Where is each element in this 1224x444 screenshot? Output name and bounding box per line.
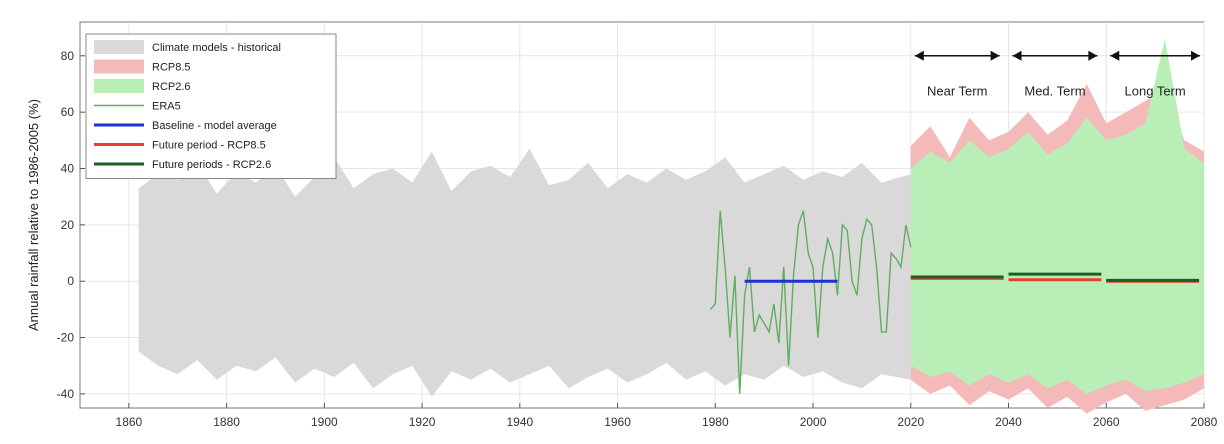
legend-label: RCP2.6: [152, 81, 191, 93]
period-annotations: Near Term Med. Term Long Term: [914, 50, 1200, 98]
rcp26-band: [910, 38, 1204, 394]
x-tick-label: 1920: [409, 415, 436, 429]
y-axis-label: Annual rainfall relative to 1986-2005 (%…: [26, 99, 41, 331]
legend-label: Future period - RCP8.5: [152, 140, 266, 152]
legend: Climate models - historical RCP8.5 RCP2.6 E…: [85, 33, 337, 179]
legend-swatch: [94, 79, 144, 93]
historical-band: [138, 148, 911, 397]
y-tick-label: 40: [61, 162, 75, 176]
period-arrow-head-left: [1110, 50, 1120, 61]
x-tick-label: 2040: [995, 415, 1022, 429]
y-tick-label: -20: [57, 331, 75, 345]
bands: [138, 38, 1204, 414]
x-tick-label: 1880: [213, 415, 240, 429]
x-tick-label: 1860: [116, 415, 143, 429]
series-lines: [709, 210, 1200, 394]
period-arrow-head-right: [1088, 50, 1098, 61]
legend-label: Future periods - RCP2.6: [152, 159, 271, 171]
era5-line: [709, 210, 912, 394]
x-tick-label: 1960: [604, 415, 631, 429]
period-arrow-head-right: [990, 50, 1000, 61]
x-tick-label: 2000: [800, 415, 827, 429]
legend-swatch: [94, 59, 144, 74]
x-tick-label: 2020: [897, 415, 924, 429]
y-tick-label: -40: [57, 387, 75, 401]
legend-label: Climate models - historical: [152, 42, 281, 54]
legend-label: Baseline - model average: [152, 120, 277, 132]
period-label: Med. Term: [1024, 83, 1085, 98]
period-arrow-head-left: [914, 50, 924, 61]
y-tick-label: 60: [61, 105, 75, 119]
y-tick-label: 20: [61, 218, 75, 232]
period-arrow-head-right: [1191, 50, 1200, 61]
y-axis: -40 -20 0 20 40 60 80: [57, 49, 85, 401]
x-axis: 1860 1880 1900 1920 1940 1960 1980 2000 2020 2040…: [116, 403, 1218, 429]
period-label: Near Term: [927, 83, 987, 98]
legend-swatch: [94, 40, 144, 54]
legend-label: RCP8.5: [152, 62, 191, 74]
period-arrow-head-left: [1012, 50, 1022, 61]
x-tick-label: 2060: [1093, 415, 1120, 429]
period-label: Long Term: [1125, 83, 1186, 98]
x-tick-label: 1940: [506, 415, 533, 429]
x-tick-label: 1900: [311, 415, 338, 429]
x-tick-label: 2080: [1191, 415, 1218, 429]
y-tick-label: 0: [67, 274, 74, 288]
legend-label: ERA5: [152, 101, 181, 113]
x-tick-label: 1980: [702, 415, 729, 429]
y-tick-label: 80: [61, 49, 75, 63]
